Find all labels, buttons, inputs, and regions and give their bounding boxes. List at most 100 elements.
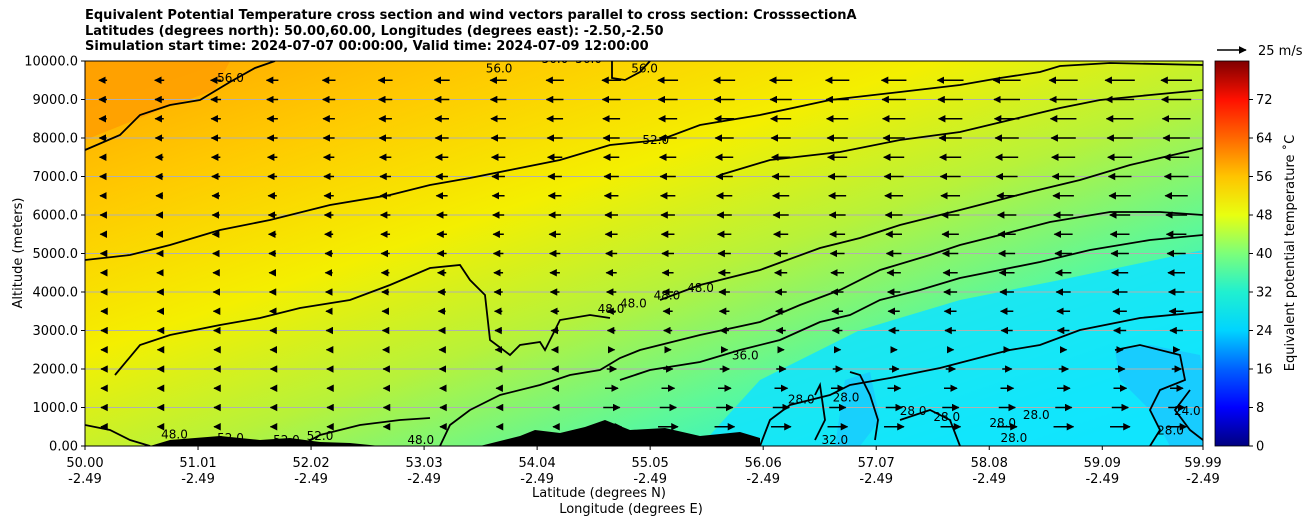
contour-label: 48.0 xyxy=(161,427,188,441)
colorbar-gradient xyxy=(1214,60,1250,447)
contour-label: 32.0 xyxy=(821,433,848,447)
contour-48-upper xyxy=(719,89,1203,176)
x-tick-label-lon: -2.49 xyxy=(520,472,554,487)
x-tick-label-lon: -2.49 xyxy=(746,472,780,487)
x-tick-label-lat: 54.04 xyxy=(519,456,556,471)
chart-title: Equivalent Potential Temperature cross s… xyxy=(85,8,857,55)
colorbar-tick-label: 64 xyxy=(1256,132,1273,147)
x-tick-label-lat: 58.08 xyxy=(971,456,1008,471)
x-tick-label-lat: 57.07 xyxy=(858,456,895,471)
x-tick-label-lon: -2.49 xyxy=(68,472,102,487)
x-tick-label-lat: 56.06 xyxy=(745,456,782,471)
colorbar-ticks: 0 8 16 24 32 40 48 56 64 72 xyxy=(1249,93,1273,455)
contour-label: 28.0 xyxy=(933,410,960,424)
contour-label: 28.0 xyxy=(1157,423,1184,437)
contour-label: 56.0 xyxy=(542,52,569,66)
contour-28a xyxy=(814,382,826,441)
y-tick-label: 0.00 xyxy=(49,440,78,455)
x-axis-label-lon: Longitude (degrees E) xyxy=(559,502,703,517)
contour-56 xyxy=(85,61,276,151)
contour-lines xyxy=(85,61,1203,446)
colorbar-tick-label: 0 xyxy=(1256,440,1264,455)
y-tick-label: 7000.0 xyxy=(33,170,79,185)
colorbar: 0 8 16 24 32 40 48 56 64 72 Equivalent potential … xyxy=(1214,60,1298,455)
title-line-2: Latitudes (degrees north): 50.00,60.00, … xyxy=(85,23,664,39)
contour-56b xyxy=(611,61,651,81)
contour-28b xyxy=(849,371,879,441)
contour-28c xyxy=(1114,344,1187,446)
contour-label: 48.0 xyxy=(620,296,647,310)
x-tick-label-lon: -2.49 xyxy=(972,472,1006,487)
colorbar-tick-label: 56 xyxy=(1256,170,1273,185)
y-tick-label: 2000.0 xyxy=(33,363,79,378)
y-tick-label: 6000.0 xyxy=(33,209,79,224)
title-line-3: Simulation start time: 2024-07-07 00:00:… xyxy=(85,39,649,54)
x-tick-label-lat: 59.99 xyxy=(1184,456,1221,471)
plot-area: 56.056.056.0 56.056.052.048.048.048.048.0… xyxy=(85,52,1203,447)
colorbar-tick-label: 24 xyxy=(1256,324,1273,339)
contour-label: 28.0 xyxy=(1023,408,1050,422)
contour-label: 52.0 xyxy=(217,431,244,445)
colorbar-tick-label: 40 xyxy=(1256,247,1273,262)
contour-48-low xyxy=(85,417,431,446)
y-tick-label: 8000.0 xyxy=(33,132,79,147)
contour-label: 28.0 xyxy=(989,416,1016,430)
y-tick-label: 5000.0 xyxy=(33,247,79,262)
x-tick-label-lon: -2.49 xyxy=(1186,472,1220,487)
contour-label: 48.0 xyxy=(407,433,434,447)
contour-36 xyxy=(619,234,1203,381)
contour-32 xyxy=(759,311,1203,446)
contour-label: 52.0 xyxy=(273,433,300,447)
y-tick-label: 4000.0 xyxy=(33,286,79,301)
x-tick-label-lon: -2.49 xyxy=(407,472,441,487)
contour-label: 28.0 xyxy=(833,391,860,405)
contour-label: 52.0 xyxy=(307,429,334,443)
contour-24 xyxy=(1173,389,1203,441)
colorbar-label: Equivalent potential temperature ˚C xyxy=(1282,135,1298,371)
contour-label: 24.0 xyxy=(1174,404,1201,418)
colorbar-tick-label: 32 xyxy=(1256,286,1273,301)
y-tick-label: 10000.0 xyxy=(24,55,78,70)
colorbar-tick-label: 48 xyxy=(1256,209,1273,224)
contour-44 xyxy=(659,147,1203,301)
y-axis-label: Altitude (meters) xyxy=(11,198,26,309)
x-tick-label-lat: 59.09 xyxy=(1084,456,1121,471)
contour-label: 48.0 xyxy=(654,289,681,303)
x-tick-label-lat: 52.02 xyxy=(292,456,329,471)
x-tick-label-lat: 55.05 xyxy=(632,456,669,471)
contour-label: 28.0 xyxy=(900,404,927,418)
y-tick-label: 9000.0 xyxy=(33,93,79,108)
x-tick-label-lon: -2.49 xyxy=(1085,472,1119,487)
x-tick-label-lon: -2.49 xyxy=(633,472,667,487)
contour-label: 48.0 xyxy=(598,302,625,316)
x-tick-label-lat: 50.00 xyxy=(66,456,103,471)
x-tick-label-lon: -2.49 xyxy=(294,472,328,487)
wind-key: 25 m/s xyxy=(1217,44,1303,59)
contour-48 xyxy=(114,264,611,376)
contour-label: 56.0 xyxy=(217,71,244,85)
colorbar-tick-label: 72 xyxy=(1256,93,1273,108)
y-axis: 0.00 1000.0 2000.0 3000.0 4000.0 5000.0 6000.0… xyxy=(24,55,85,455)
contour-28d xyxy=(899,409,961,446)
contour-label: 56.0 xyxy=(486,62,513,76)
contour-label: 48.0 xyxy=(687,281,714,295)
contour-label: 36.0 xyxy=(732,348,759,362)
contour-52 xyxy=(85,62,1203,261)
x-tick-label-lon: -2.49 xyxy=(181,472,215,487)
contour-40 xyxy=(439,211,1203,446)
contour-labels: 56.056.056.0 56.056.052.048.048.048.048.0… xyxy=(161,52,1201,447)
x-tick-label-lat: 53.03 xyxy=(405,456,442,471)
contour-label: 56.0 xyxy=(631,62,658,76)
title-line-1: Equivalent Potential Temperature cross s… xyxy=(85,8,857,23)
y-tick-label: 1000.0 xyxy=(33,401,79,416)
colorbar-tick-label: 16 xyxy=(1256,363,1273,378)
contour-label: 28.0 xyxy=(1001,431,1028,445)
contour-label: 52.0 xyxy=(642,133,669,147)
x-tick-label-lat: 51.01 xyxy=(179,456,216,471)
x-tick-label-lon: -2.49 xyxy=(859,472,893,487)
colorbar-tick-label: 8 xyxy=(1256,401,1264,416)
y-tick-label: 3000.0 xyxy=(33,324,79,339)
wind-vectors xyxy=(98,76,1192,431)
contour-label: 28.0 xyxy=(788,393,815,407)
